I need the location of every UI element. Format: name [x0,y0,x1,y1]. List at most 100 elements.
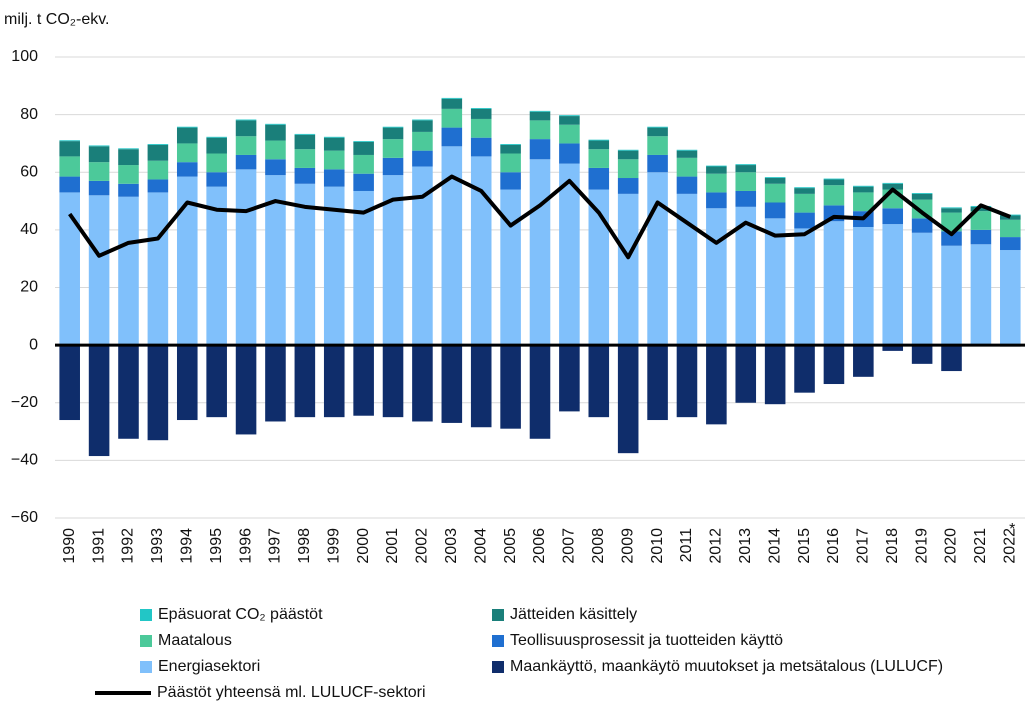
bar-segment [88,146,110,163]
bar-segment [59,156,80,177]
bar-segment [882,224,904,346]
bar-segment [235,345,257,435]
legend-swatch [140,635,152,647]
bar-segment [559,124,580,144]
bar-segment [853,226,874,346]
bar-segment [647,154,668,173]
bar-segment [323,345,345,418]
bar-segment [59,141,80,157]
bar-segment [353,173,374,191]
bar-segment [441,146,463,346]
bar-segment [206,186,227,346]
bar-segment [235,120,257,137]
bar-segment [235,119,257,121]
bar-segment [147,192,169,346]
bar-segment [559,163,580,346]
bar-segment [676,176,698,194]
bar-segment [853,345,874,377]
bar-segment [823,178,845,180]
bar-segment [911,192,933,194]
legend-label: Epäsuorat CO₂ päästöt [158,606,323,623]
bar-segment [118,183,139,197]
legend-label: Päästöt yhteensä ml. LULUCF-sektori [157,684,426,701]
bar-segment [941,345,962,372]
bar-segment [323,137,345,151]
bar-segment [323,136,345,138]
bar-segment [500,144,521,145]
bar-segment [353,190,374,346]
bar-segment [118,165,139,184]
bar-segment [412,150,433,167]
x-tick-label: 1998 [296,528,313,564]
legend-label: Jätteiden käsittely [510,606,637,623]
bar-segment [1000,215,1021,220]
bar-segment [647,127,668,137]
bar-segment [706,165,727,167]
bar-segment [1000,237,1021,251]
bar-segment [88,162,110,181]
bar-segment [294,345,316,418]
bar-segment [853,186,874,193]
bar-segment [412,345,433,422]
bar-segment [176,162,198,177]
x-tick-label: 2007 [561,528,578,564]
x-tick-label: 1994 [178,528,195,564]
bar-segment [470,137,492,157]
bar-segment [764,345,786,405]
bar-segment [764,177,786,179]
bar-segment [588,189,610,346]
bar-segment [206,153,227,173]
bar-segment [617,178,639,194]
bar-segment [529,110,551,112]
bar-segment [706,208,727,346]
bar-segment [441,127,463,147]
bar-segment [206,137,227,154]
bar-segment [617,345,639,454]
x-tick-label: 2010 [649,528,666,564]
bar-segment [559,115,580,117]
bar-segment [500,189,521,346]
bar-segment [441,345,463,423]
bar-segment [911,345,933,364]
bar-segment [176,176,198,346]
x-tick-label: 1992 [120,528,137,564]
bar-segment [706,166,727,174]
bar-segment [265,175,286,346]
x-tick-label: 2015 [796,528,813,564]
bar-segment [559,345,580,412]
bar-segment [794,228,815,346]
bar-segment [676,193,698,346]
x-tick-label: 2014 [766,528,783,564]
legend-swatch [140,661,152,673]
bar-segment [911,218,933,233]
x-tick-label: 2002 [414,528,431,564]
bar-segment [470,345,492,428]
bar-segment [882,345,904,351]
bar-segment [470,107,492,109]
legend-swatch [492,635,504,647]
bar-segment [147,160,169,180]
bar-segment [970,206,992,212]
bar-segment [382,139,404,158]
legend-label: Teollisuusprosessit ja tuotteiden käyttö [510,632,783,649]
bar-segment [353,141,374,155]
bar-segment [941,231,962,246]
x-tick-label: 2012 [708,528,725,564]
bar-segment [764,178,786,184]
bar-segment [588,167,610,190]
bar-segment [764,202,786,219]
bar-segment [353,141,374,142]
bar-segment [294,134,316,150]
bar-segment [911,199,933,219]
x-tick-label: 2009 [619,528,636,564]
bar-segment [617,159,639,179]
bar-segment [470,156,492,346]
bar-segment [265,123,286,125]
legend-label: Energiasektori [158,658,260,675]
bar-segment [735,164,757,166]
bar-segment [853,192,874,212]
bar-segment [382,126,404,128]
bar-segment [118,149,139,166]
bar-segment [59,345,80,421]
